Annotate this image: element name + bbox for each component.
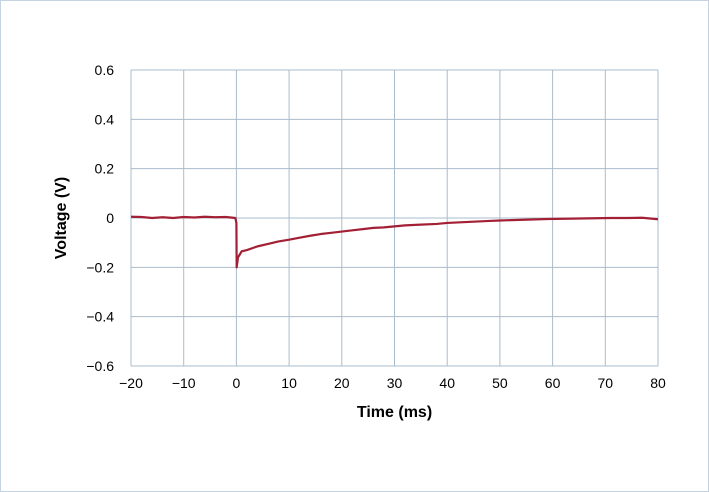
y-tick-label: 0.6 <box>95 62 115 78</box>
x-tick-label: 40 <box>439 375 455 391</box>
y-tick-label: 0.4 <box>95 111 115 127</box>
voltage-series-line <box>130 215 659 269</box>
y-tick-label: −0.2 <box>86 259 114 275</box>
x-tick-label: −10 <box>172 375 196 391</box>
x-axis-title: Time (ms) <box>357 404 432 421</box>
x-tick-label: 80 <box>650 375 666 391</box>
x-tick-label: 60 <box>545 375 561 391</box>
x-tick-label: 30 <box>387 375 403 391</box>
y-tick-label: −0.6 <box>86 358 114 374</box>
y-tick-labels: −0.6 −0.4 −0.2 0 0.2 0.4 0.6 <box>86 62 114 374</box>
x-tick-label: 10 <box>281 375 297 391</box>
y-tick-label: 0.2 <box>95 161 115 177</box>
x-tick-label: 50 <box>492 375 508 391</box>
y-axis-title: Voltage (V) <box>53 177 70 259</box>
x-tick-label: 20 <box>334 375 350 391</box>
y-tick-label: −0.4 <box>86 309 114 325</box>
x-tick-labels: −20 −10 0 10 20 30 40 50 60 70 80 <box>119 375 666 391</box>
y-tick-label: 0 <box>106 210 114 226</box>
x-tick-label: 70 <box>598 375 614 391</box>
x-tick-label: 0 <box>233 375 241 391</box>
x-tick-label: −20 <box>119 375 143 391</box>
plot-area <box>130 215 659 269</box>
